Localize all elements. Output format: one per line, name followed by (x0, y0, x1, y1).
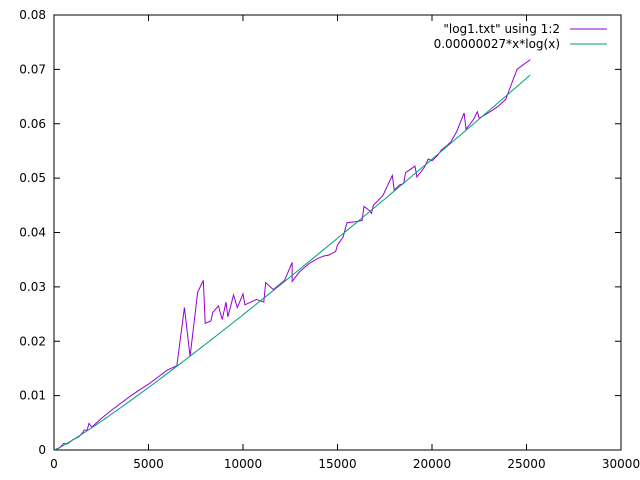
x-tick-label: 25000 (507, 457, 545, 471)
legend-label-2: 0.00000027*x*log(x) (434, 37, 560, 51)
plot-border (53, 14, 622, 451)
y-tick-label: 0.01 (19, 389, 46, 403)
x-tick-label: 10000 (224, 457, 262, 471)
y-tick-label: 0.02 (19, 334, 46, 348)
y-tick-label: 0.07 (19, 62, 46, 76)
x-tick-label: 0 (50, 457, 58, 471)
legend-label-1: "log1.txt" using 1:2 (443, 22, 560, 36)
legend: "log1.txt" using 1:20.00000027*x*log(x) (434, 22, 607, 51)
x-tick-label: 30000 (602, 457, 640, 471)
series-line-2 (53, 74, 531, 451)
y-tick-label: 0.03 (19, 280, 46, 294)
y-axis: 0 0.01 0.02 0.03 0.04 0.05 0.06 0.07 0.08 (19, 8, 621, 457)
y-tick-label: 0.08 (19, 8, 46, 22)
y-tick-label: 0.06 (19, 117, 46, 131)
y-tick-label: 0.05 (19, 171, 46, 185)
x-axis: 0 5000 10000 15000 20000 25000 30000 (50, 15, 640, 471)
x-tick-label: 20000 (413, 457, 451, 471)
series-layer (53, 59, 531, 451)
y-tick-label: 0 (38, 443, 46, 457)
plot-frame (53, 14, 622, 451)
x-tick-label: 5000 (133, 457, 164, 471)
series-line-1 (53, 59, 531, 451)
y-tick-label: 0.04 (19, 226, 46, 240)
x-tick-label: 15000 (318, 457, 356, 471)
